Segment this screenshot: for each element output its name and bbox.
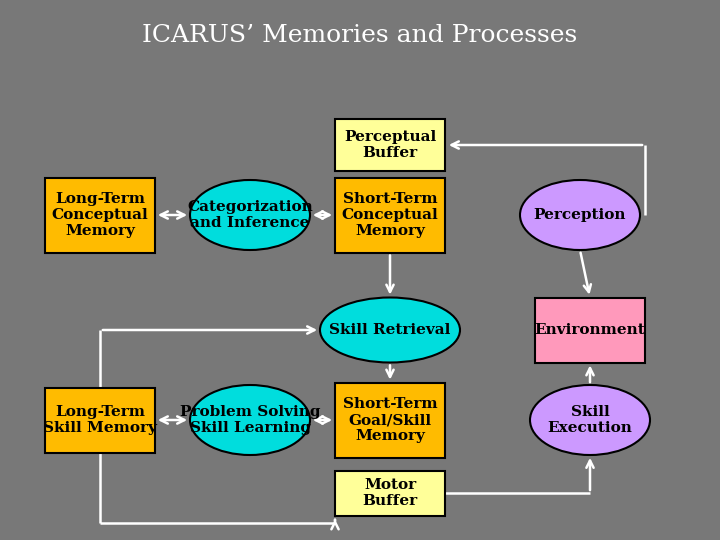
Text: ICARUS’ Memories and Processes: ICARUS’ Memories and Processes bbox=[143, 24, 577, 46]
Text: Short-Term
Goal/Skill
Memory: Short-Term Goal/Skill Memory bbox=[343, 397, 437, 443]
Text: Problem Solving
Skill Learning: Problem Solving Skill Learning bbox=[180, 405, 320, 435]
Ellipse shape bbox=[530, 385, 650, 455]
FancyBboxPatch shape bbox=[45, 178, 155, 253]
Text: Environment: Environment bbox=[535, 323, 645, 337]
FancyBboxPatch shape bbox=[335, 178, 445, 253]
Ellipse shape bbox=[190, 180, 310, 250]
FancyBboxPatch shape bbox=[45, 388, 155, 453]
Ellipse shape bbox=[190, 385, 310, 455]
Ellipse shape bbox=[320, 298, 460, 362]
Text: Perceptual
Buffer: Perceptual Buffer bbox=[344, 130, 436, 160]
Text: Skill Retrieval: Skill Retrieval bbox=[329, 323, 451, 337]
Text: Categorization
and Inference: Categorization and Inference bbox=[187, 200, 313, 230]
FancyBboxPatch shape bbox=[335, 470, 445, 516]
FancyBboxPatch shape bbox=[535, 298, 645, 362]
Text: Motor
Buffer: Motor Buffer bbox=[362, 478, 418, 508]
Text: Short-Term
Conceptual
Memory: Short-Term Conceptual Memory bbox=[341, 192, 438, 238]
Text: Skill
Execution: Skill Execution bbox=[548, 405, 632, 435]
Ellipse shape bbox=[520, 180, 640, 250]
FancyBboxPatch shape bbox=[335, 382, 445, 457]
Text: Long-Term
Skill Memory: Long-Term Skill Memory bbox=[43, 405, 157, 435]
Text: Long-Term
Conceptual
Memory: Long-Term Conceptual Memory bbox=[52, 192, 148, 238]
Text: Perception: Perception bbox=[534, 208, 626, 222]
FancyBboxPatch shape bbox=[335, 119, 445, 171]
